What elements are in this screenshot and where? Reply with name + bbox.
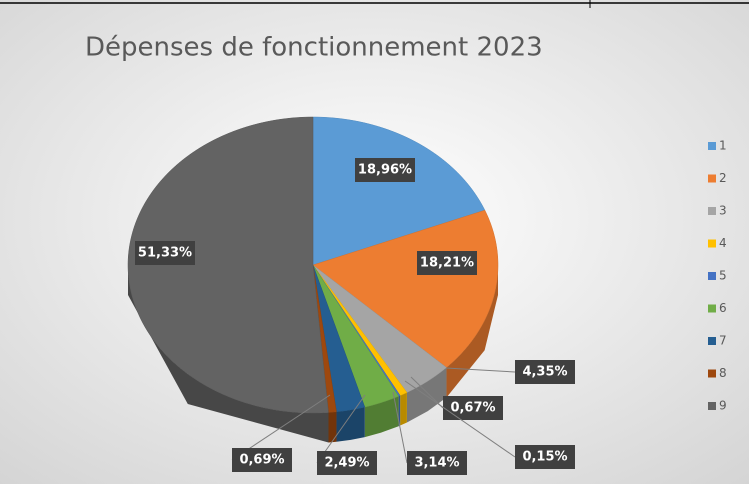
label-box — [515, 360, 575, 384]
pie — [127, 116, 499, 443]
data-label: 18,96% — [358, 163, 412, 178]
legend-label: 5 — [719, 269, 727, 283]
legend-label: 7 — [719, 334, 727, 348]
data-label: 2,49% — [324, 456, 369, 471]
leader-line — [410, 376, 444, 409]
chart-title: Dépenses de fonctionnement 2023 — [85, 33, 543, 63]
leader-line — [445, 367, 516, 373]
slice — [127, 116, 329, 414]
data-label: 0,69% — [239, 453, 284, 468]
data-label: 4,35% — [522, 365, 567, 380]
label-box — [515, 445, 575, 469]
legend-swatch — [708, 337, 716, 345]
legend-swatch — [708, 402, 716, 410]
legend-label: 6 — [719, 301, 727, 315]
label-box — [135, 241, 195, 265]
slice-side — [406, 367, 447, 423]
legend-label: 9 — [719, 399, 727, 413]
data-label: 0,15% — [522, 450, 567, 465]
legend-swatch — [708, 239, 716, 248]
label-box — [317, 451, 377, 475]
slice-side — [400, 392, 407, 426]
slice — [312, 264, 366, 413]
data-label: 18,21% — [420, 256, 474, 271]
legend-swatch — [708, 272, 716, 280]
slice — [312, 264, 399, 408]
slice-side — [364, 396, 399, 438]
leader-line — [392, 391, 408, 464]
slice-side — [398, 395, 401, 427]
legend-swatch — [708, 207, 716, 215]
data-label: 3,14% — [414, 456, 459, 471]
legend: 1 2 3 4 5 6 7 8 9 — [708, 139, 727, 413]
data-label: 51,33% — [138, 246, 192, 261]
legend-swatch — [708, 304, 716, 313]
data-labels: 18,96% 18,21% 4,35% 0,67% 0,15% 3,14% 2,49% 0,6… — [135, 158, 575, 475]
legend-swatch — [708, 142, 716, 150]
data-label: 0,67% — [450, 401, 495, 416]
slice-side — [128, 265, 329, 443]
label-box — [443, 396, 503, 420]
slice-side — [446, 265, 498, 398]
slice — [312, 209, 499, 368]
label-box — [407, 451, 467, 475]
legend-swatch — [708, 369, 716, 378]
slice-side — [336, 407, 365, 442]
legend-label: 2 — [719, 171, 727, 185]
legend-swatch — [708, 174, 716, 183]
label-box — [355, 158, 415, 182]
legend-label: 1 — [719, 139, 727, 153]
leader-line — [404, 380, 516, 458]
label-box — [417, 251, 477, 275]
legend-label: 3 — [719, 204, 727, 218]
slice-side — [328, 411, 337, 443]
slice — [312, 116, 486, 266]
slice — [312, 264, 447, 393]
label-box — [232, 448, 292, 472]
legend-label: 4 — [719, 236, 727, 250]
legend-label: 8 — [719, 366, 727, 380]
